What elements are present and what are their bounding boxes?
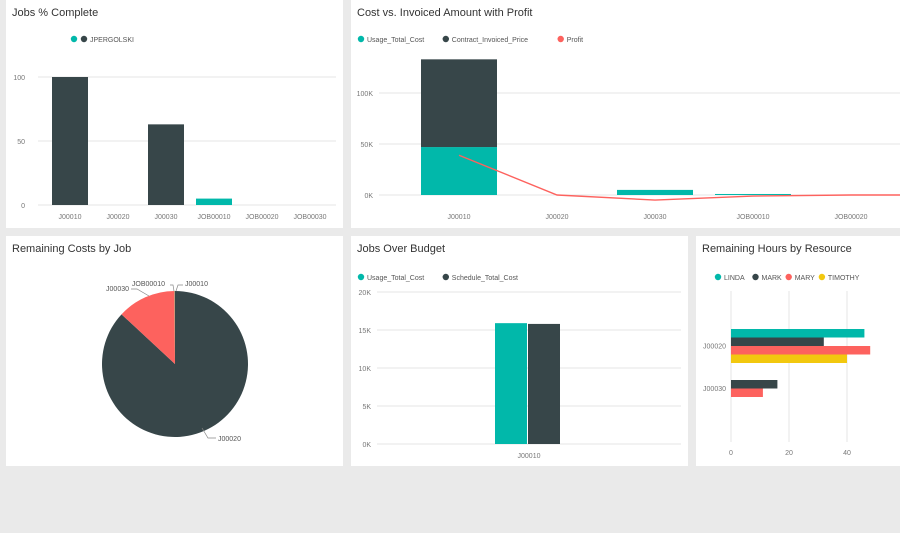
- leader-line: [175, 284, 183, 292]
- x-tick-label: JOB00020: [834, 214, 867, 221]
- cost-invoiced-chart[interactable]: Usage_Total_Cost Contract_Invoiced_Price P…: [351, 0, 900, 228]
- x-tick-label: J00030: [644, 214, 667, 221]
- bar-mark: [731, 380, 778, 389]
- remaining-hours-chart[interactable]: LINDA MARK MARY TIMOTHY 0 20 40 J00020 J00030: [696, 236, 900, 466]
- bar: [196, 198, 232, 205]
- y-tick-label: 100K: [357, 91, 374, 98]
- tile-jobs-complete[interactable]: Jobs % Complete JPERGOLSKI 0 50 100 J00010 J0…: [6, 0, 343, 228]
- y-tick-label: 5K: [362, 404, 371, 411]
- y-tick-label: 0K: [364, 193, 373, 200]
- legend-marker: [714, 273, 722, 281]
- y-tick-label: 0: [21, 203, 25, 210]
- legend-marker: [442, 35, 449, 43]
- tile-over-budget[interactable]: Jobs Over Budget Usage_Total_Cost Schedul…: [351, 236, 688, 466]
- jobs-complete-chart[interactable]: JPERGOLSKI 0 50 100 J00010 J00020 J00030 JOB000…: [6, 0, 343, 228]
- x-tick-label: 20: [785, 450, 793, 457]
- bar-usage-total-cost: [495, 323, 527, 444]
- legend-marker: [818, 273, 826, 281]
- pie-slice: [121, 291, 175, 364]
- bar: [52, 77, 88, 205]
- legend-marker: [752, 273, 759, 281]
- tile-title: Cost vs. Invoiced Amount with Profit: [357, 7, 533, 19]
- profit-line: [458, 154, 900, 201]
- x-tick-label: J00010: [59, 214, 82, 221]
- x-tick-label: JOB00010: [197, 214, 230, 221]
- tile-title: Jobs Over Budget: [357, 243, 446, 255]
- over-budget-chart[interactable]: Usage_Total_Cost Schedule_Total_Cost 0K 5K 1…: [351, 236, 688, 466]
- legend-label: TIMOTHY: [828, 275, 860, 282]
- legend-label: Schedule_Total_Cost: [452, 275, 518, 282]
- legend-label: JPERGOLSKI: [90, 37, 134, 44]
- y-tick-label: 50: [17, 139, 25, 146]
- legend-label: Profit: [567, 37, 583, 44]
- legend-marker: [557, 35, 564, 43]
- y-tick-label: 0K: [362, 442, 371, 449]
- legend-marker: [357, 35, 365, 43]
- legend-marker: [442, 273, 449, 281]
- x-tick-label: J00020: [546, 214, 569, 221]
- tile-title: Remaining Hours by Resource: [702, 243, 852, 255]
- pie-label: J00030: [106, 286, 129, 293]
- bar-timothy: [731, 354, 847, 363]
- legend-marker: [785, 273, 792, 281]
- x-tick-label: 0: [729, 450, 733, 457]
- bar-usage-total-cost: [715, 193, 791, 195]
- y-tick-label: 15K: [359, 328, 372, 335]
- bar-mark: [731, 337, 824, 346]
- legend-marker: [80, 35, 88, 43]
- y-tick-label: J00020: [703, 344, 726, 351]
- pie-label: JOB00010: [132, 281, 165, 288]
- bar-linda: [731, 329, 865, 338]
- pie-label: J00020: [218, 436, 241, 443]
- y-tick-label: 20K: [359, 290, 372, 297]
- x-tick-label: J00010: [448, 214, 471, 221]
- y-tick-label: 100: [13, 75, 25, 82]
- bar-usage-total-cost: [617, 189, 693, 195]
- legend-marker: [357, 273, 365, 281]
- x-tick-label: J00030: [155, 214, 178, 221]
- bar-contract-invoiced-price: [421, 59, 497, 148]
- tile-remaining-costs[interactable]: Remaining Costs by Job J00020 J00030 JOB00…: [6, 236, 343, 466]
- legend-label: Usage_Total_Cost: [367, 275, 424, 282]
- legend-label: LINDA: [724, 275, 745, 282]
- x-tick-label: JOB00010: [736, 214, 769, 221]
- leader-line: [201, 427, 216, 439]
- tile-title: Remaining Costs by Job: [12, 243, 132, 255]
- bar-mary: [731, 346, 871, 355]
- legend-label: Contract_Invoiced_Price: [452, 37, 528, 44]
- bar-mary: [731, 388, 763, 397]
- y-tick-label: 10K: [359, 366, 372, 373]
- tile-remaining-hours[interactable]: Remaining Hours by Resource LINDA MARK MAR…: [696, 236, 900, 466]
- bar-schedule-total-cost: [528, 323, 560, 444]
- pie-label: J00010: [185, 281, 208, 288]
- tile-cost-invoiced[interactable]: Cost vs. Invoiced Amount with Profit Usa…: [351, 0, 900, 228]
- tile-title: Jobs % Complete: [12, 7, 99, 19]
- x-tick-label: J00020: [107, 214, 130, 221]
- x-tick-label: JOB00030: [293, 214, 326, 221]
- legend-label: Usage_Total_Cost: [367, 37, 424, 44]
- x-tick-label: 40: [843, 450, 851, 457]
- leader-line: [131, 288, 150, 297]
- legend-label: MARK: [762, 275, 783, 282]
- bar: [148, 124, 184, 205]
- y-tick-label: 50K: [361, 142, 374, 149]
- x-tick-label: JOB00020: [245, 214, 278, 221]
- x-tick-label: J00010: [518, 453, 541, 460]
- bar-usage-total-cost: [421, 147, 497, 195]
- legend-marker: [70, 35, 78, 43]
- leader-line: [170, 284, 175, 292]
- legend-label: MARY: [795, 275, 815, 282]
- y-tick-label: J00030: [703, 386, 726, 393]
